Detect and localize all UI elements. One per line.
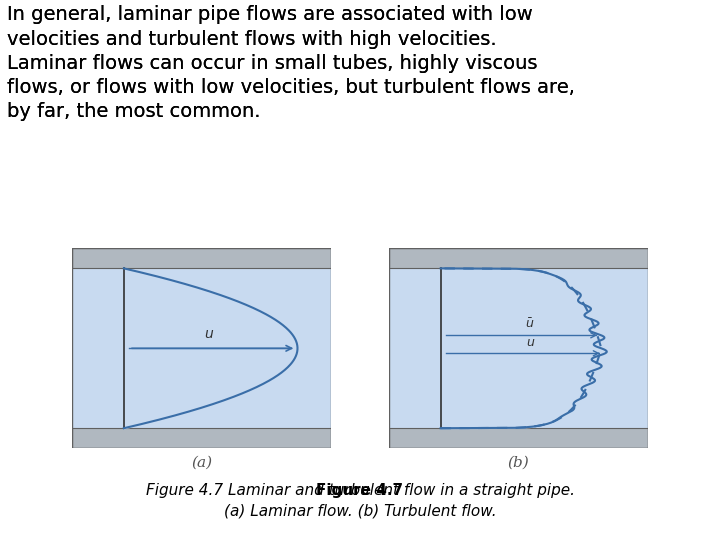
Bar <box>389 428 648 448</box>
Text: $u$: $u$ <box>526 336 535 349</box>
Text: Figure 4.7 Laminar and turbulent flow in a straight pipe.: Figure 4.7 Laminar and turbulent flow in… <box>145 483 575 498</box>
Text: In general, laminar pipe flows are associated with low
velocities and turbulent : In general, laminar pipe flows are assoc… <box>7 5 575 122</box>
Bar <box>389 268 648 428</box>
Text: (a) Laminar flow. (b) Turbulent flow.: (a) Laminar flow. (b) Turbulent flow. <box>224 504 496 519</box>
Bar <box>72 268 331 428</box>
Bar <box>72 428 331 448</box>
Text: (a): (a) <box>191 456 212 470</box>
Text: $u$: $u$ <box>204 327 215 341</box>
Text: $\bar{u}$: $\bar{u}$ <box>525 318 534 332</box>
Text: In general, laminar pipe flows are associated with low
velocities and turbulent : In general, laminar pipe flows are assoc… <box>7 5 575 122</box>
Bar <box>389 248 648 268</box>
Text: (b): (b) <box>508 456 529 470</box>
Text: Figure 4.7: Figure 4.7 <box>315 483 403 498</box>
Bar <box>72 248 331 268</box>
